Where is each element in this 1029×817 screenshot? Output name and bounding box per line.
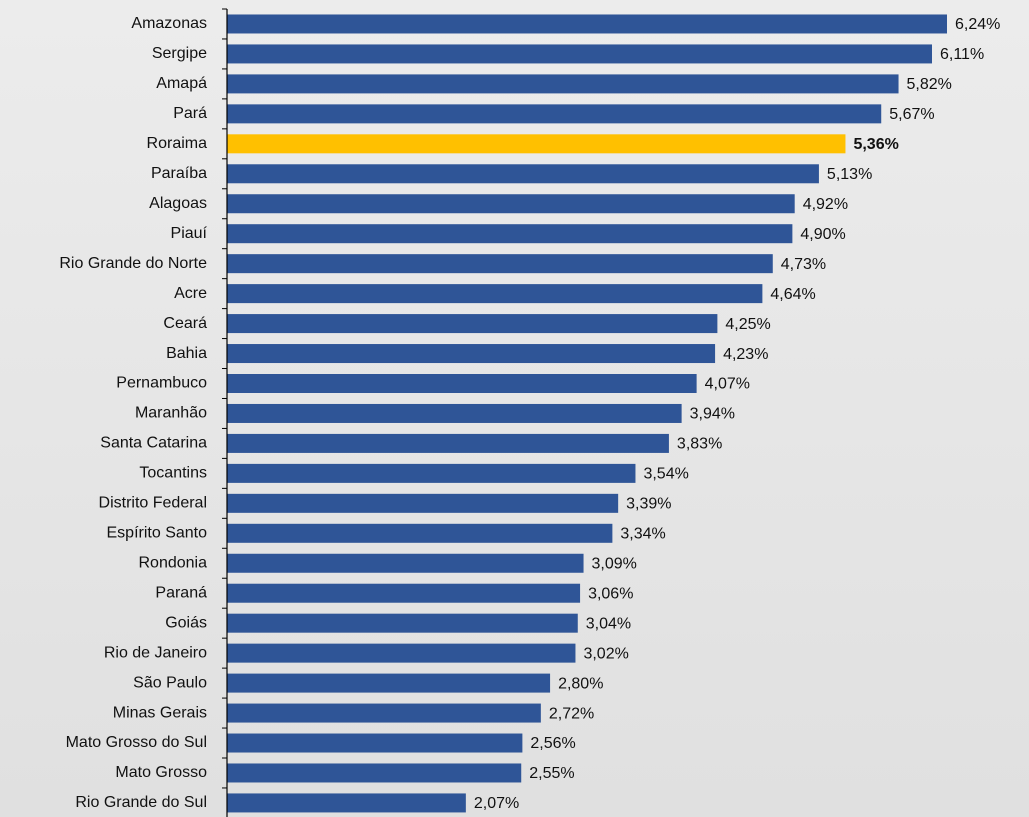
bar: [227, 763, 522, 783]
y-tick-label: Goiás: [165, 614, 207, 631]
y-tick-label: Rio Grande do Norte: [59, 255, 207, 272]
y-tick-label: Pernambuco: [116, 375, 207, 392]
value-label: 4,64%: [770, 286, 815, 303]
y-tick-label: Minas Gerais: [113, 704, 207, 721]
y-tick-label: Piauí: [171, 225, 208, 242]
y-tick-label: Mato Grosso do Sul: [66, 734, 207, 751]
value-label: 2,55%: [529, 765, 574, 782]
bar: [227, 463, 636, 483]
y-tick-label: Distrito Federal: [99, 495, 207, 512]
y-tick-label: Maranhão: [135, 405, 207, 422]
value-label: 4,90%: [800, 226, 845, 243]
bar: [227, 14, 947, 34]
bar: [227, 74, 899, 94]
value-label: 3,02%: [583, 645, 628, 662]
bar: [227, 583, 581, 603]
y-tick-label: Santa Catarina: [100, 435, 207, 452]
value-label: 3,09%: [592, 555, 637, 572]
bar: [227, 224, 793, 244]
value-label: 5,82%: [907, 76, 952, 93]
bar: [227, 403, 682, 423]
value-label: 3,04%: [586, 615, 631, 632]
value-label: 5,13%: [827, 166, 872, 183]
y-tick-label: Mato Grosso: [115, 764, 207, 781]
bar: [227, 134, 846, 154]
bar: [227, 344, 716, 364]
y-tick-label: Alagoas: [149, 195, 207, 212]
bar: [227, 613, 578, 633]
bar: [227, 284, 763, 304]
y-tick-label: Amapá: [156, 75, 207, 92]
bar: [227, 374, 697, 393]
value-label: 4,07%: [705, 376, 750, 393]
value-label: 2,72%: [549, 705, 594, 722]
y-tick-label: Pará: [173, 105, 207, 122]
y-tick-label: Paraná: [155, 584, 207, 601]
y-tick-label: Sergipe: [152, 45, 207, 62]
value-label: 2,80%: [558, 675, 603, 692]
bar: [227, 733, 523, 753]
bar: [227, 433, 669, 453]
y-tick-label: Rio de Janeiro: [104, 644, 207, 661]
value-label: 3,06%: [588, 585, 633, 602]
value-label: 6,24%: [955, 16, 1000, 33]
bar: [227, 44, 932, 64]
bar: [227, 523, 613, 543]
bar: [227, 703, 541, 723]
y-tick-label: Ceará: [163, 315, 207, 332]
bar: [227, 104, 882, 124]
value-label: 3,94%: [690, 406, 735, 423]
value-label: 5,67%: [889, 106, 934, 123]
bar: [227, 553, 584, 573]
value-label: 6,11%: [940, 46, 984, 63]
bar: [227, 194, 795, 214]
value-label: 4,25%: [725, 316, 770, 333]
value-label: 3,34%: [620, 526, 665, 543]
bar: [227, 314, 718, 334]
value-label: 2,07%: [474, 795, 519, 812]
bar: [227, 493, 619, 513]
bar: [227, 793, 466, 813]
y-tick-label: São Paulo: [133, 674, 207, 691]
y-tick-label: Espírito Santo: [107, 525, 208, 542]
value-label: 3,83%: [677, 436, 722, 453]
y-tick-label: Roraima: [147, 135, 208, 152]
value-label: 4,92%: [803, 196, 848, 213]
y-tick-label: Rondonia: [139, 554, 208, 571]
y-tick-label: Rio Grande do Sul: [75, 794, 207, 811]
value-label: 4,73%: [781, 256, 826, 273]
bar: [227, 673, 551, 693]
bar: [227, 254, 773, 274]
value-label: 3,39%: [626, 496, 671, 513]
y-tick-label: Paraíba: [151, 165, 207, 182]
bar: [227, 164, 819, 184]
value-label: 2,56%: [530, 735, 575, 752]
value-label: 5,36%: [853, 136, 898, 153]
y-tick-label: Bahia: [166, 345, 207, 362]
value-label: 3,54%: [643, 466, 688, 483]
y-tick-label: Acre: [174, 285, 207, 302]
y-tick-label: Amazonas: [131, 15, 207, 32]
y-tick-label: Tocantins: [139, 465, 207, 482]
value-label: 4,23%: [723, 346, 768, 363]
bar: [227, 643, 576, 663]
